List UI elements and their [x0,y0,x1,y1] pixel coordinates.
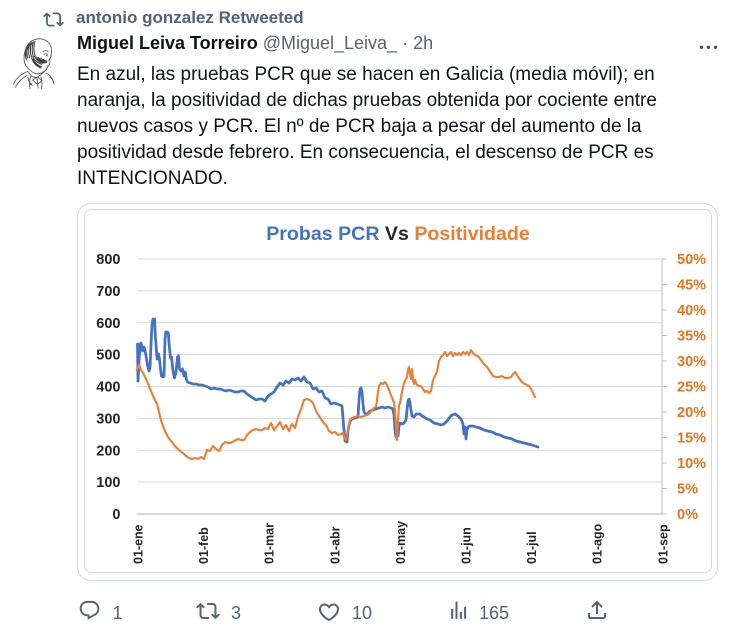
svg-text:30%: 30% [677,354,706,370]
svg-text:50%: 50% [677,252,706,268]
svg-text:45%: 45% [677,278,706,294]
svg-text:0: 0 [112,507,120,523]
svg-text:300: 300 [96,411,120,427]
svg-text:5%: 5% [677,482,698,498]
svg-text:01-abr: 01-abr [328,526,342,564]
svg-text:15%: 15% [677,431,706,447]
svg-text:01-jun: 01-jun [460,527,474,564]
svg-text:600: 600 [96,316,120,332]
svg-text:0%: 0% [677,507,698,523]
svg-text:01-may: 01-may [394,521,408,564]
svg-text:25%: 25% [677,380,706,396]
svg-text:400: 400 [96,380,120,396]
svg-text:01-ene: 01-ene [132,524,146,564]
svg-text:10%: 10% [677,456,706,472]
svg-text:01-mar: 01-mar [263,523,277,564]
svg-text:200: 200 [96,443,120,459]
svg-text:800: 800 [96,252,120,268]
svg-text:Probas PCR Vs Positividade: Probas PCR Vs Positividade [266,223,530,245]
svg-text:100: 100 [96,475,120,491]
svg-text:500: 500 [96,348,120,364]
svg-text:01-jul: 01-jul [525,531,539,564]
svg-text:700: 700 [96,284,120,300]
svg-text:40%: 40% [677,303,706,319]
svg-text:01-ago: 01-ago [591,523,605,564]
svg-text:01-sep: 01-sep [656,524,670,564]
svg-text:35%: 35% [677,329,706,345]
svg-text:01-feb: 01-feb [197,527,211,564]
svg-text:20%: 20% [677,405,706,421]
